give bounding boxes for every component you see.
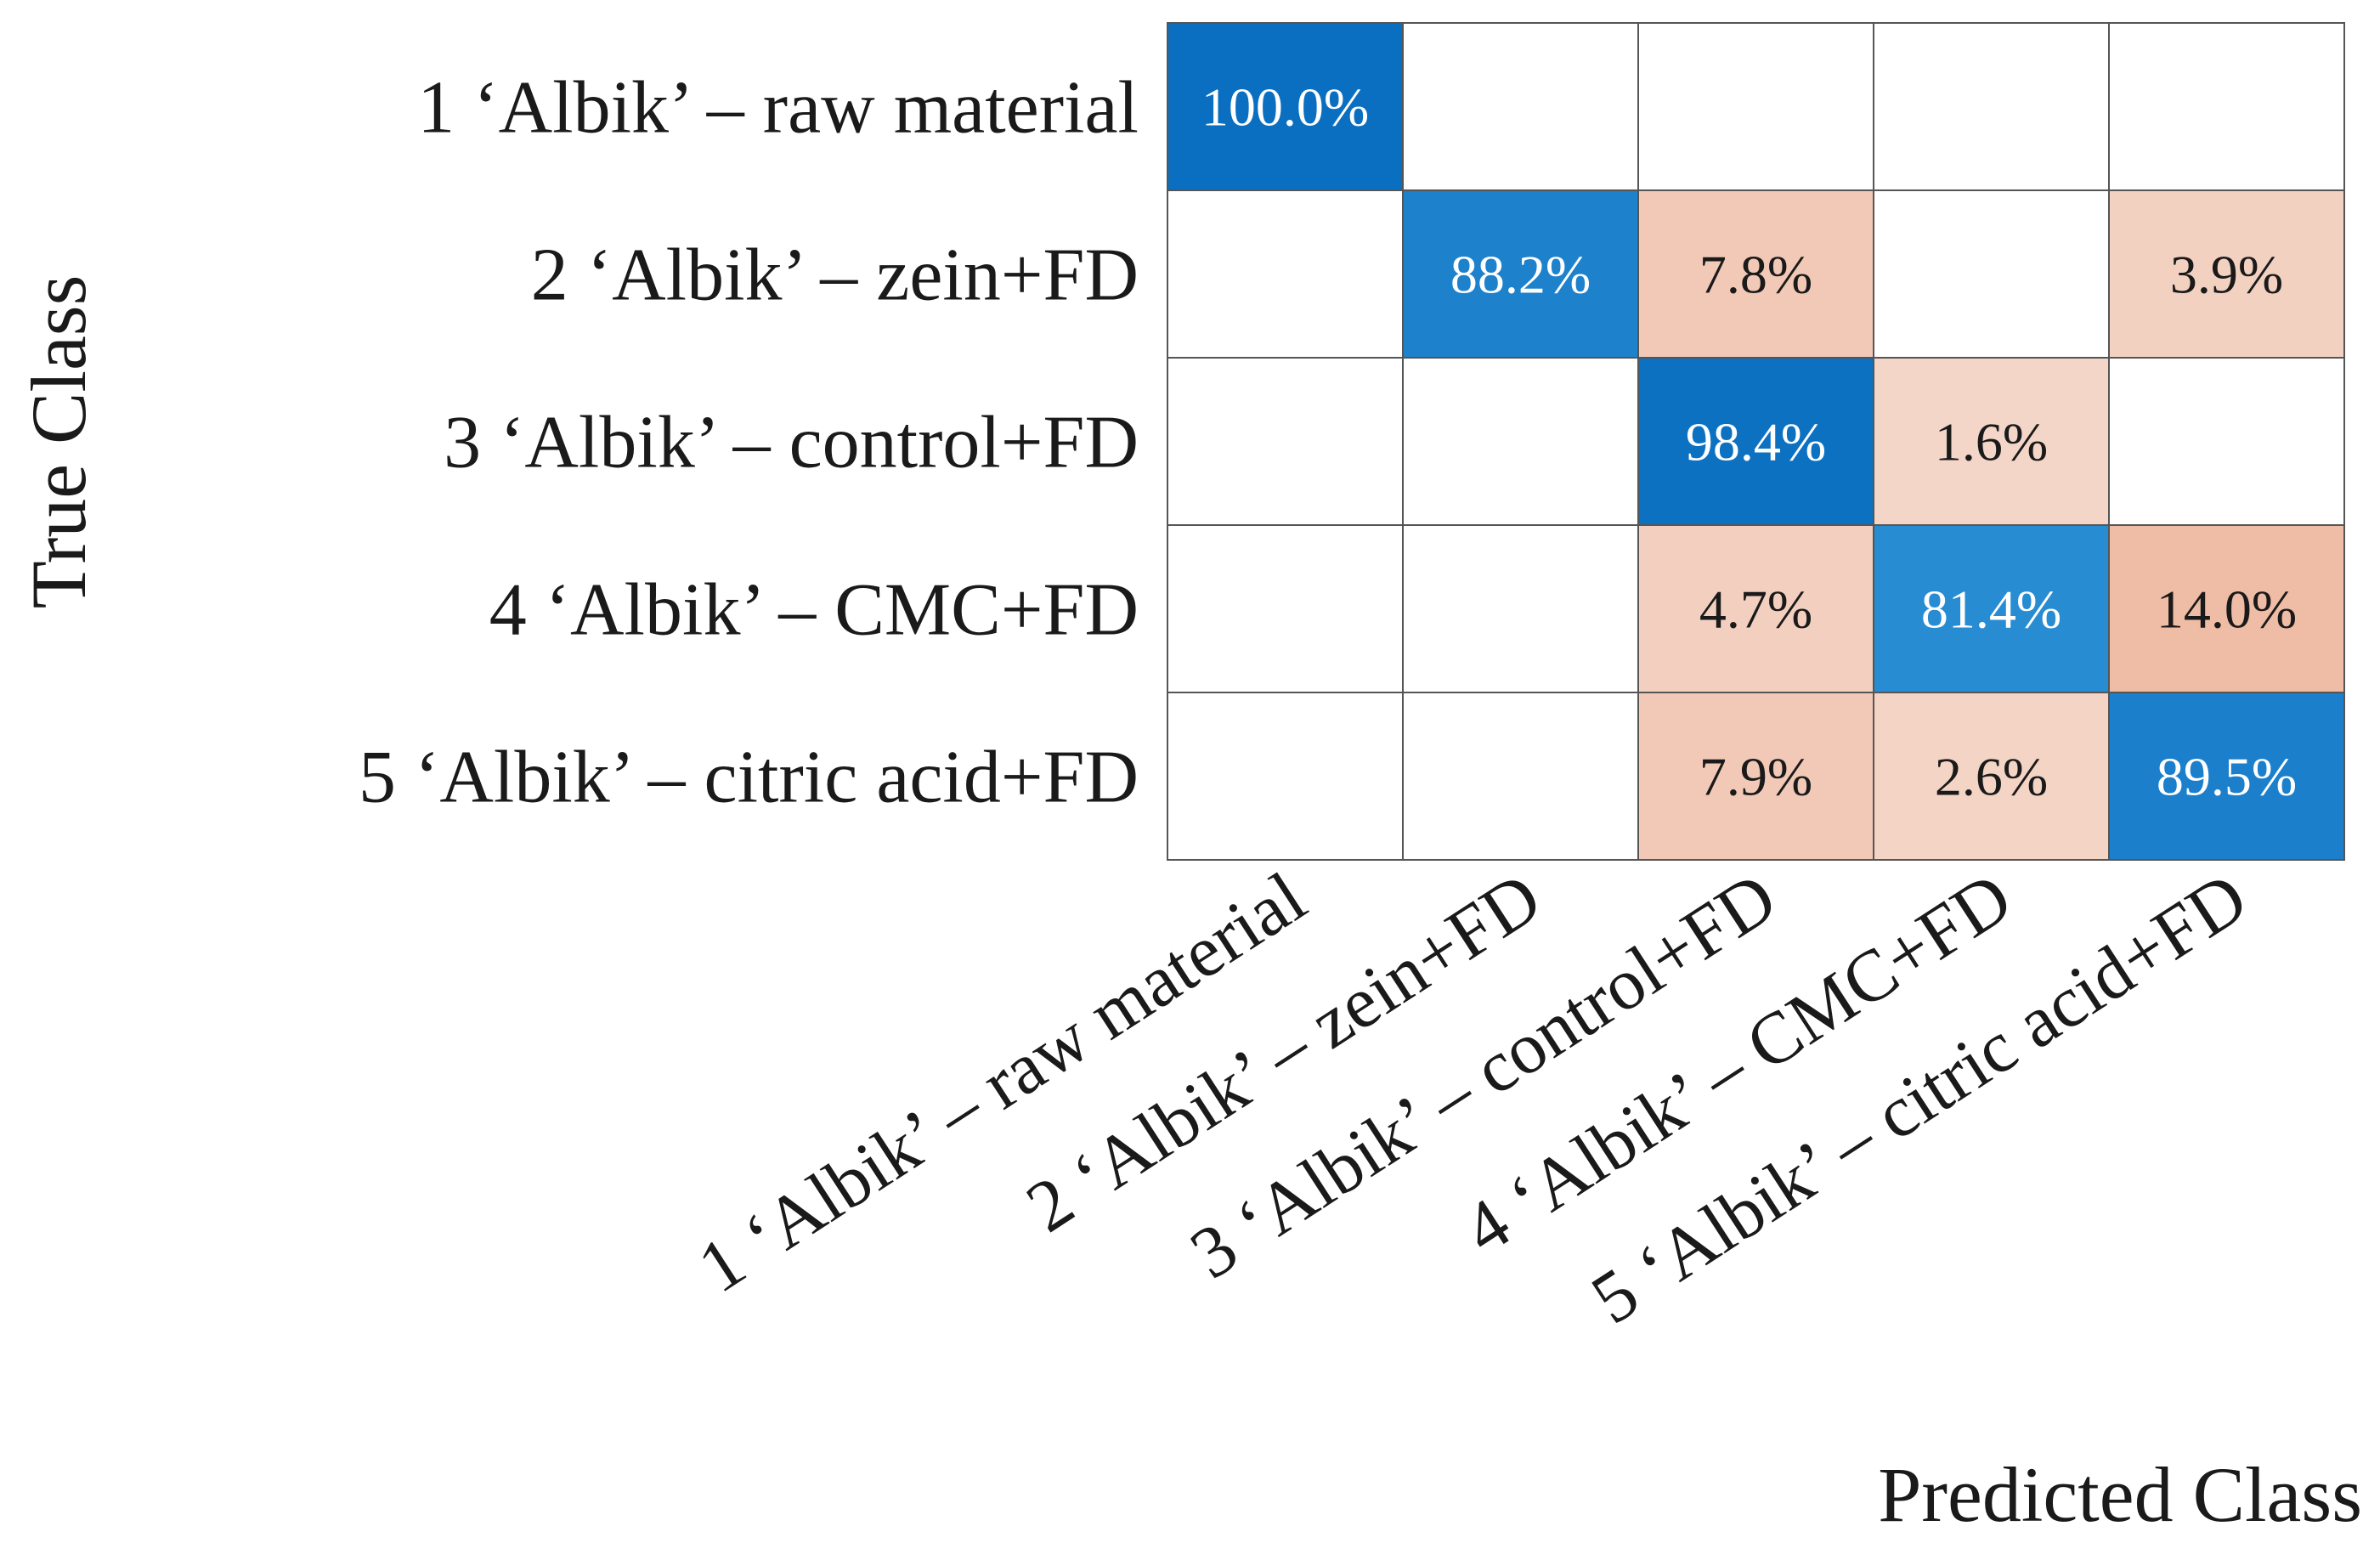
row-label-2: 2 ‘Albik’ – zein+FD <box>531 235 1139 317</box>
matrix-cell-r1-c5 <box>2108 22 2345 191</box>
matrix-cell-r1-c2 <box>1402 22 1639 191</box>
row-label-4: 4 ‘Albik’ – CMC+FD <box>489 569 1139 652</box>
row-label-5: 5 ‘Albik’ – citric acid+FD <box>359 737 1139 819</box>
cell-value-r1-c1: 100.0% <box>1201 77 1369 138</box>
matrix-cell-r4-c5 <box>2108 524 2345 693</box>
matrix-cell-r3-c4 <box>1873 357 2110 526</box>
cell-value-r5-c5: 89.5% <box>2157 747 2297 807</box>
matrix-cell-r5-c1 <box>1167 692 1404 861</box>
cell-value-r4-c4: 81.4% <box>1921 579 2061 640</box>
cell-value-r5-c4: 2.6% <box>1935 747 2048 807</box>
matrix-cell-r3-c2 <box>1402 357 1639 526</box>
matrix-cell-r4-c1 <box>1167 524 1404 693</box>
row-label-1: 1 ‘Albik’ – raw material <box>417 67 1139 150</box>
matrix-cell-r1-c1 <box>1167 22 1404 191</box>
cell-value-r3-c3: 98.4% <box>1686 412 1826 472</box>
matrix-cell-r4-c3 <box>1637 524 1874 693</box>
matrix-cell-r4-c2 <box>1402 524 1639 693</box>
cell-value-r2-c5: 3.9% <box>2170 245 2283 305</box>
cell-value-r5-c3: 7.9% <box>1699 747 1812 807</box>
row-label-3: 3 ‘Albik’ – control+FD <box>444 402 1139 484</box>
matrix-cell-r5-c5 <box>2108 692 2345 861</box>
matrix-cell-r1-c4 <box>1873 22 2110 191</box>
matrix-cell-r2-c3 <box>1637 189 1874 359</box>
matrix-cell-r2-c4 <box>1873 189 2110 359</box>
matrix-cell-r2-c1 <box>1167 189 1404 359</box>
matrix-cell-r3-c3 <box>1637 357 1874 526</box>
cell-value-r3-c4: 1.6% <box>1935 412 2048 472</box>
matrix-cell-r3-c5 <box>2108 357 2345 526</box>
matrix-cell-r4-c4 <box>1873 524 2110 693</box>
cell-value-r4-c3: 4.7% <box>1699 579 1812 640</box>
matrix-cell-r5-c3 <box>1637 692 1874 861</box>
y-axis-label: True Class <box>15 275 102 609</box>
matrix-cell-r2-c5 <box>2108 189 2345 359</box>
matrix-cells <box>1167 22 2345 861</box>
cell-value-r2-c3: 7.8% <box>1699 245 1812 305</box>
matrix-cell-r5-c2 <box>1402 692 1639 861</box>
cell-value-r2-c2: 88.2% <box>1450 245 1591 305</box>
cell-value-r4-c5: 14.0% <box>2157 579 2297 640</box>
row-tick-labels: 1 ‘Albik’ – raw material 2 ‘Albik’ – zein… <box>359 67 1139 819</box>
x-axis-label: Predicted Class <box>1878 1451 2362 1538</box>
matrix-cell-r3-c1 <box>1167 357 1404 526</box>
matrix-cell-r1-c3 <box>1637 22 1874 191</box>
matrix-cell-values: 100.0% 88.2% 7.8% 3.9% 98.4% 1.6% 4.7% 81.4% 14.… <box>1201 77 2297 807</box>
